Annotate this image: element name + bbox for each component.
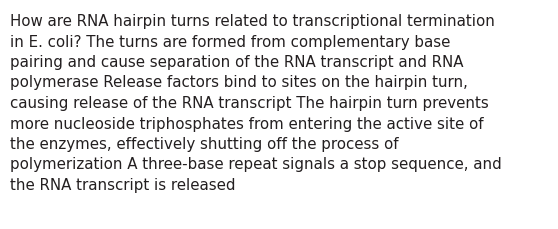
Text: more nucleoside triphosphates from entering the active site of: more nucleoside triphosphates from enter… (10, 116, 484, 131)
Text: causing release of the RNA transcript The hairpin turn prevents: causing release of the RNA transcript Th… (10, 95, 489, 111)
Text: polymerization A three-base repeat signals a stop sequence, and: polymerization A three-base repeat signa… (10, 157, 502, 172)
Text: pairing and cause separation of the RNA transcript and RNA: pairing and cause separation of the RNA … (10, 55, 464, 70)
Text: the enzymes, effectively shutting off the process of: the enzymes, effectively shutting off th… (10, 136, 398, 151)
Text: How are RNA hairpin turns related to transcriptional termination: How are RNA hairpin turns related to tra… (10, 14, 495, 29)
Text: the RNA transcript is released: the RNA transcript is released (10, 177, 235, 192)
Text: polymerase Release factors bind to sites on the hairpin turn,: polymerase Release factors bind to sites… (10, 75, 468, 90)
Text: in E. coli? The turns are formed from complementary base: in E. coli? The turns are formed from co… (10, 34, 450, 49)
